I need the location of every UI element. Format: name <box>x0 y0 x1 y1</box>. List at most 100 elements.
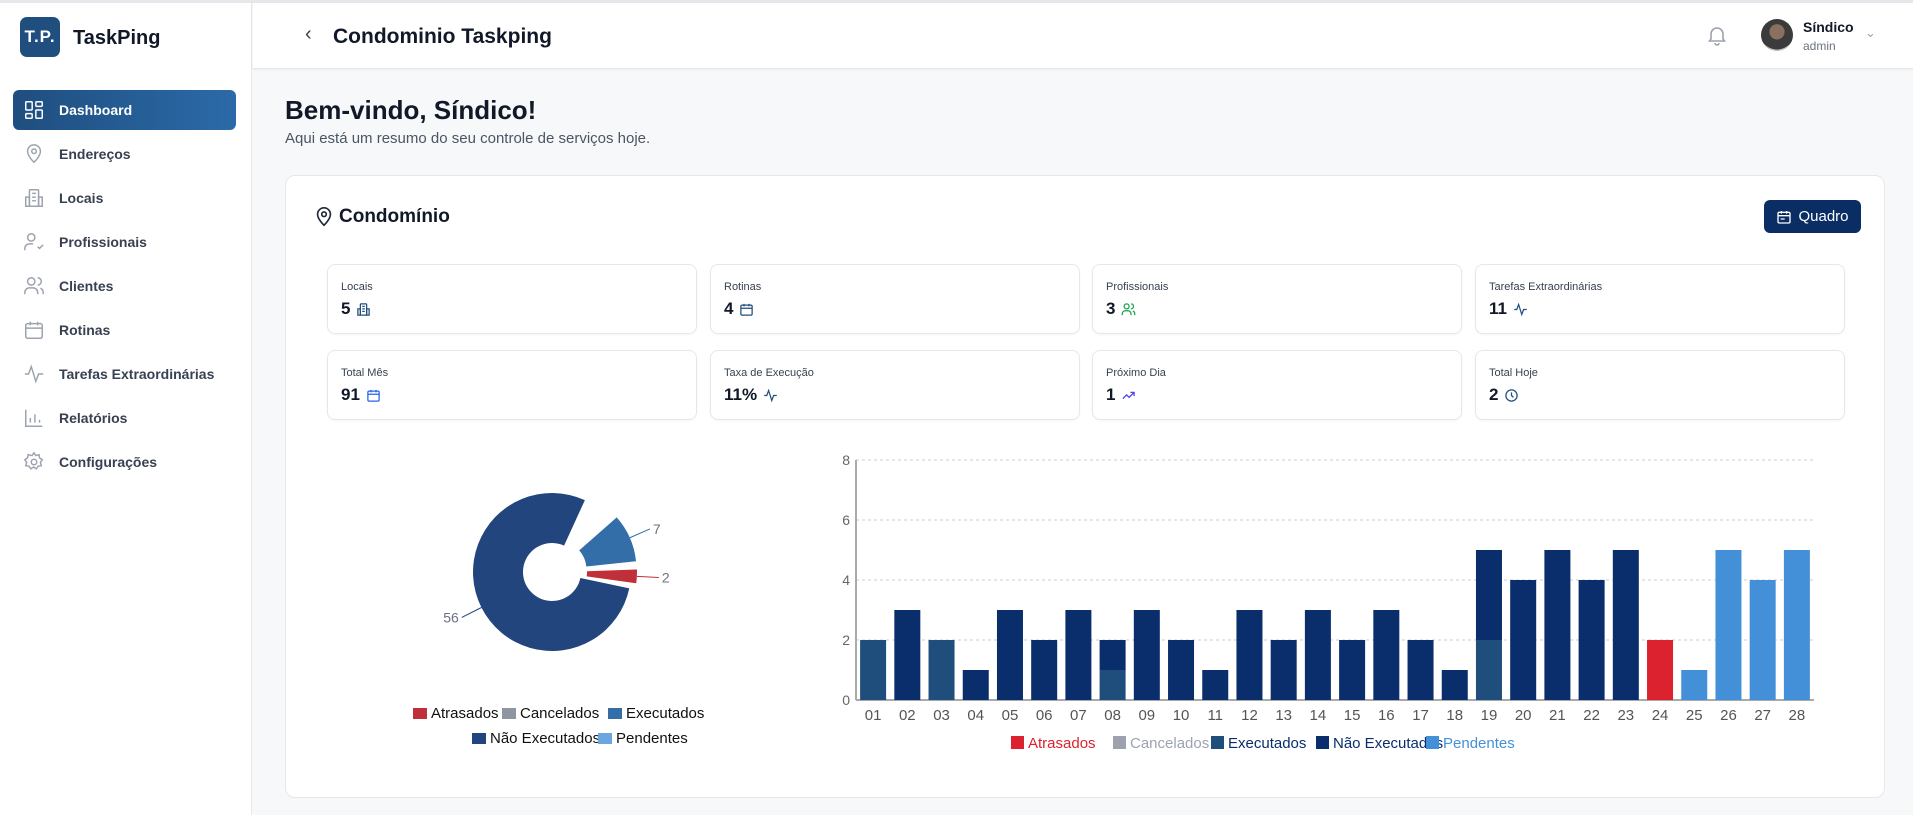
sidebar-nav: Dashboard Endereços Locais Profissionais Cli… <box>13 90 236 486</box>
sidebar-item-label: Clientes <box>59 278 114 294</box>
sidebar-item-label: Relatórios <box>59 410 128 426</box>
y-tick-label: 6 <box>842 512 850 528</box>
sidebar-item-label: Dashboard <box>59 102 133 118</box>
legend-swatch <box>1011 736 1024 749</box>
legend-item[interactable]: Cancelados <box>1130 735 1209 752</box>
users-icon <box>24 277 44 295</box>
sidebar-item-rotinas[interactable]: Rotinas <box>13 310 236 350</box>
bar-segment[interactable] <box>1202 670 1229 700</box>
legend-swatch <box>413 708 427 719</box>
bar-segment[interactable] <box>1544 550 1571 700</box>
stat-card: Próximo Dia 1 <box>1092 350 1462 420</box>
chevron-down-icon[interactable]: ⌄ <box>1865 25 1876 40</box>
x-tick-label: 24 <box>1652 707 1669 724</box>
legend-item[interactable]: Executados <box>1228 735 1306 752</box>
user-role: admin <box>1803 39 1836 53</box>
sidebar-item-relatorios[interactable]: Relatórios <box>13 398 236 438</box>
bar-segment[interactable] <box>1339 640 1366 700</box>
bar-segment[interactable] <box>1647 640 1674 700</box>
pie-label-line <box>636 575 659 579</box>
bar-segment[interactable] <box>1168 640 1195 700</box>
stat-label: Total Mês <box>341 367 389 379</box>
stat-label: Rotinas <box>724 281 762 293</box>
bar-segment[interactable] <box>1578 580 1605 700</box>
x-tick-label: 10 <box>1173 707 1190 724</box>
bar-segment[interactable] <box>1099 670 1126 700</box>
legend-item[interactable]: Executados <box>626 705 704 722</box>
sidebar-item-tarefas-extraordinarias[interactable]: Tarefas Extraordinárias <box>13 354 236 394</box>
x-tick-label: 06 <box>1036 707 1053 724</box>
sidebar-item-configuracoes[interactable]: Configurações <box>13 442 236 482</box>
activity-icon <box>764 388 777 402</box>
bar-segment[interactable] <box>1783 550 1810 700</box>
back-chevron-icon[interactable]: ‹ <box>305 23 312 45</box>
bar-segment[interactable] <box>1612 550 1639 700</box>
stat-value: 91 <box>341 385 360 404</box>
pie-slice[interactable] <box>579 517 637 567</box>
sidebar-item-label: Locais <box>59 190 104 206</box>
avatar[interactable] <box>1761 19 1793 51</box>
legend-item[interactable]: Não Executados <box>490 730 600 747</box>
legend-swatch <box>502 708 516 719</box>
bell-icon[interactable] <box>1705 23 1729 47</box>
bar-segment[interactable] <box>1031 640 1058 700</box>
x-tick-label: 09 <box>1138 707 1155 724</box>
bar-segment[interactable] <box>1441 670 1468 700</box>
activity-icon <box>24 364 44 384</box>
bar-segment[interactable] <box>1510 580 1537 700</box>
x-tick-label: 13 <box>1275 707 1292 724</box>
stat-label: Total Hoje <box>1489 367 1538 379</box>
building-icon <box>25 189 43 207</box>
legend-item[interactable]: Não Executados <box>1333 735 1443 752</box>
legend-item[interactable]: Atrasados <box>431 705 499 722</box>
sidebar-item-locais[interactable]: Locais <box>13 178 236 218</box>
stat-value: 5 <box>341 299 351 318</box>
bar-segment[interactable] <box>1133 610 1160 700</box>
bar-segment[interactable] <box>1475 640 1502 700</box>
bar-segment[interactable] <box>1304 610 1331 700</box>
bar-segment[interactable] <box>928 640 955 700</box>
sidebar-item-enderecos[interactable]: Endereços <box>13 134 236 174</box>
bar-segment[interactable] <box>1715 550 1742 700</box>
bar-segment[interactable] <box>1475 550 1502 640</box>
legend-item[interactable]: Pendentes <box>616 730 688 747</box>
condominio-card: Condomínio Quadro Locais 5 Rotinas 4 Profiss… <box>285 175 1885 798</box>
legend-item[interactable]: Atrasados <box>1028 735 1096 752</box>
welcome-title: Bem-vindo, Síndico! <box>285 95 537 125</box>
bar-segment[interactable] <box>1099 640 1126 670</box>
calendar-icon <box>367 389 380 402</box>
stat-value: 11% <box>724 385 758 404</box>
x-tick-label: 11 <box>1207 707 1223 724</box>
bar-segment[interactable] <box>962 670 989 700</box>
calendar-icon <box>25 321 43 339</box>
x-tick-label: 02 <box>899 707 916 724</box>
y-tick-label: 0 <box>842 692 850 708</box>
bar-segment[interactable] <box>1681 670 1708 700</box>
pie-label-line <box>629 528 651 539</box>
calendar-icon <box>740 303 754 316</box>
legend-item[interactable]: Cancelados <box>520 705 599 722</box>
sidebar-item-dashboard[interactable]: Dashboard <box>13 90 236 130</box>
bar-segment[interactable] <box>1065 610 1092 700</box>
legend-swatch <box>598 733 612 744</box>
bar-segment[interactable] <box>996 610 1023 700</box>
sidebar-item-profissionais[interactable]: Profissionais <box>13 222 236 262</box>
bar-segment[interactable] <box>1373 610 1400 700</box>
legend-item[interactable]: Pendentes <box>1443 735 1515 752</box>
bar-segment[interactable] <box>1407 640 1434 700</box>
x-tick-label: 04 <box>967 707 984 724</box>
bar-segment[interactable] <box>1270 640 1297 700</box>
x-tick-label: 17 <box>1412 707 1429 724</box>
legend-swatch <box>472 733 486 744</box>
bar-segment[interactable] <box>860 640 887 700</box>
pie-slice[interactable] <box>586 569 637 584</box>
pie-data-label: 56 <box>443 609 459 625</box>
bar-segment[interactable] <box>894 610 921 700</box>
quadro-button[interactable]: Quadro <box>1764 200 1861 233</box>
sidebar-item-clientes[interactable]: Clientes <box>13 266 236 306</box>
legend-swatch <box>1113 736 1126 749</box>
bar-segment[interactable] <box>1749 580 1776 700</box>
calendar-icon <box>1777 210 1792 224</box>
pie-slice[interactable] <box>473 493 630 651</box>
bar-segment[interactable] <box>1236 610 1263 700</box>
